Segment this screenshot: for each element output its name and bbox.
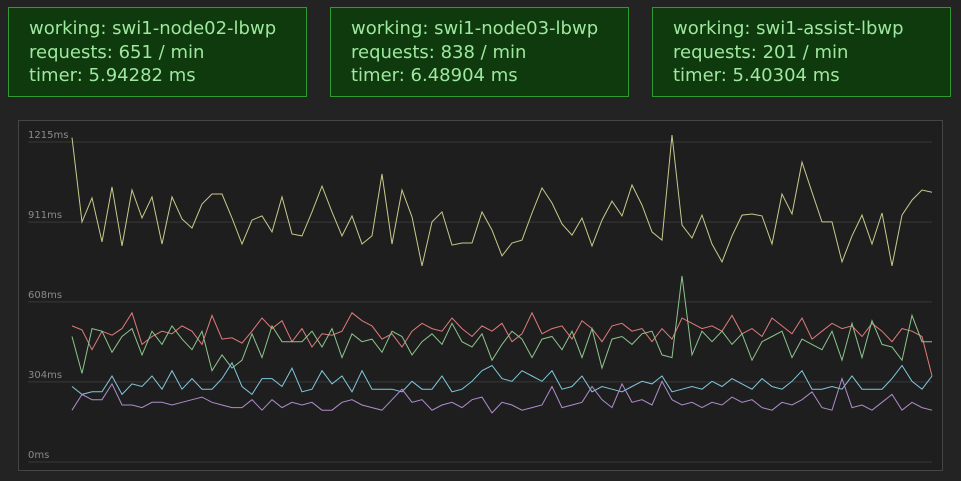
y-tick-label: 911ms [28, 210, 62, 221]
status-panel: working: swi1-node02-lbwp requests: 651 /… [8, 7, 307, 97]
y-tick-label: 0ms [28, 450, 49, 461]
y-tick-label: 1215ms [28, 130, 68, 141]
panel-line: working: swi1-node02-lbwp [29, 18, 277, 39]
panel-line: timer: 5.40304 ms [673, 65, 840, 86]
status-panel: working: swi1-node03-lbwp requests: 838 /… [330, 7, 629, 97]
series-line [71, 275, 932, 374]
panel-line: requests: 651 / min [29, 41, 205, 63]
status-panel: working: swi1-assist-lbwp requests: 201 /… [652, 7, 951, 97]
series-line [71, 361, 933, 396]
panel-line: working: swi1-assist-lbwp [673, 18, 904, 39]
chart-frame [18, 120, 943, 471]
panel-line: requests: 838 / min [351, 41, 527, 63]
panel-line: requests: 201 / min [673, 41, 849, 63]
y-tick-label: 608ms [28, 290, 62, 301]
panel-line: timer: 6.48904 ms [351, 65, 518, 86]
panel-line: timer: 5.94282 ms [29, 65, 196, 86]
y-tick-label: 304ms [28, 370, 62, 381]
series-line [71, 377, 933, 414]
series-line [71, 311, 933, 377]
panel-line: working: swi1-node03-lbwp [351, 18, 599, 39]
series-line [71, 134, 933, 267]
